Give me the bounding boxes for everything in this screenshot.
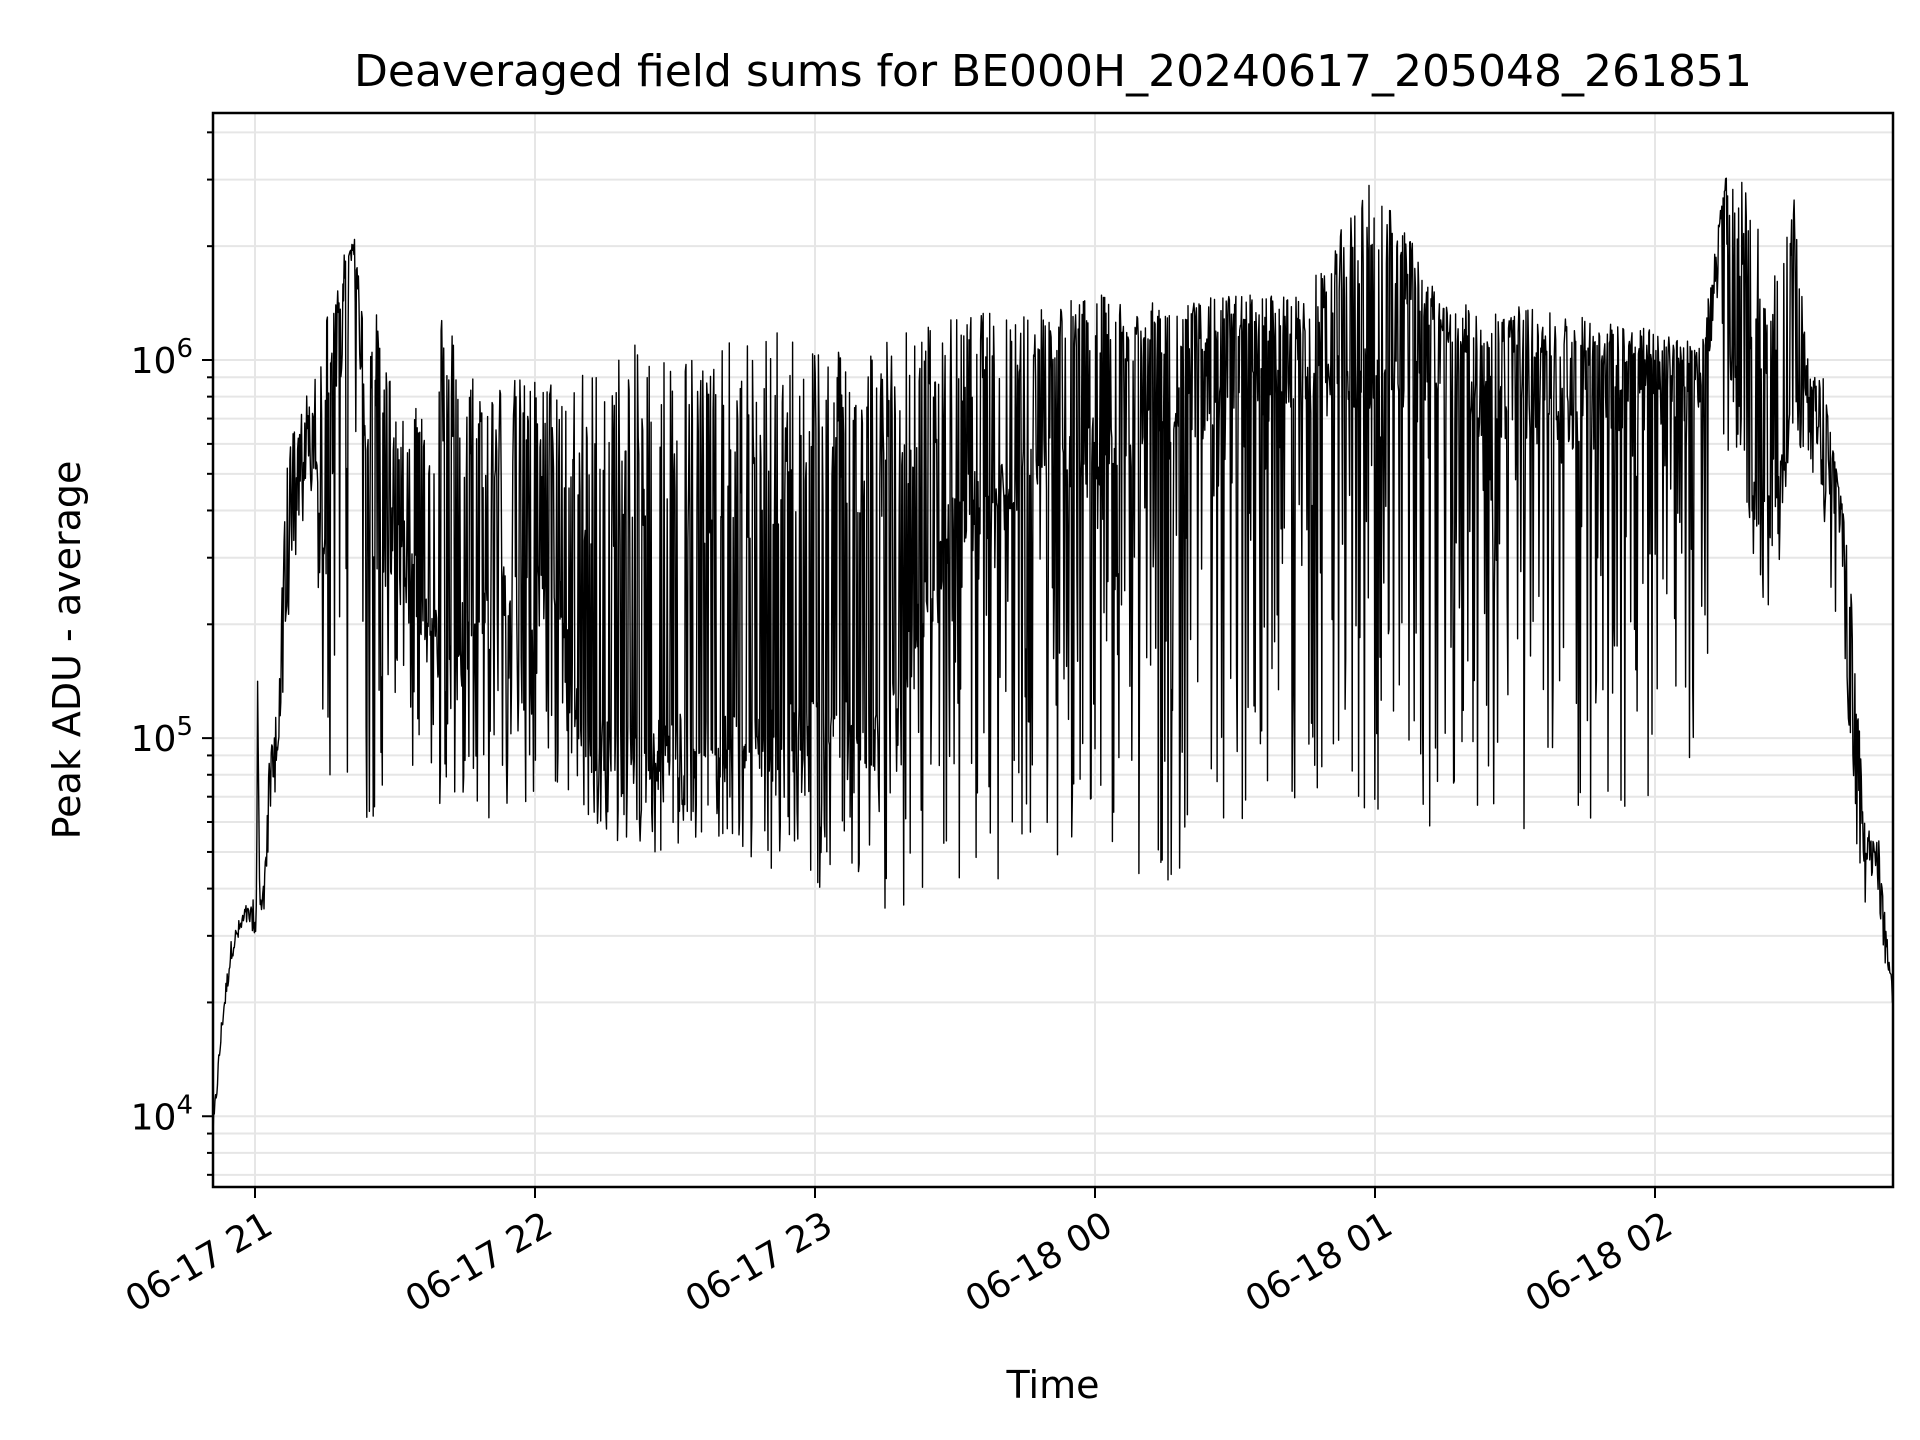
chart-title: Deaveraged field sums for BE000H_2024061… [354,46,1752,97]
x-tick-label: 06-18 02 [1519,1204,1680,1320]
series-line [212,177,1894,1139]
y-tick-label: 106 [131,334,193,382]
plot-frame [211,111,1895,1189]
x-tick-label: 06-18 00 [959,1204,1120,1320]
x-tick-label: 06-17 23 [679,1204,840,1320]
x-tick-label: 06-17 22 [399,1204,560,1320]
y-tick-label: 105 [131,712,193,760]
x-axis-label: Time [1006,1363,1100,1407]
y-tick-label: 104 [131,1090,193,1138]
y-axis-label: Peak ADU - average [45,461,89,840]
x-tick-label: 06-18 01 [1239,1204,1400,1320]
x-tick-label: 06-17 21 [119,1204,280,1320]
